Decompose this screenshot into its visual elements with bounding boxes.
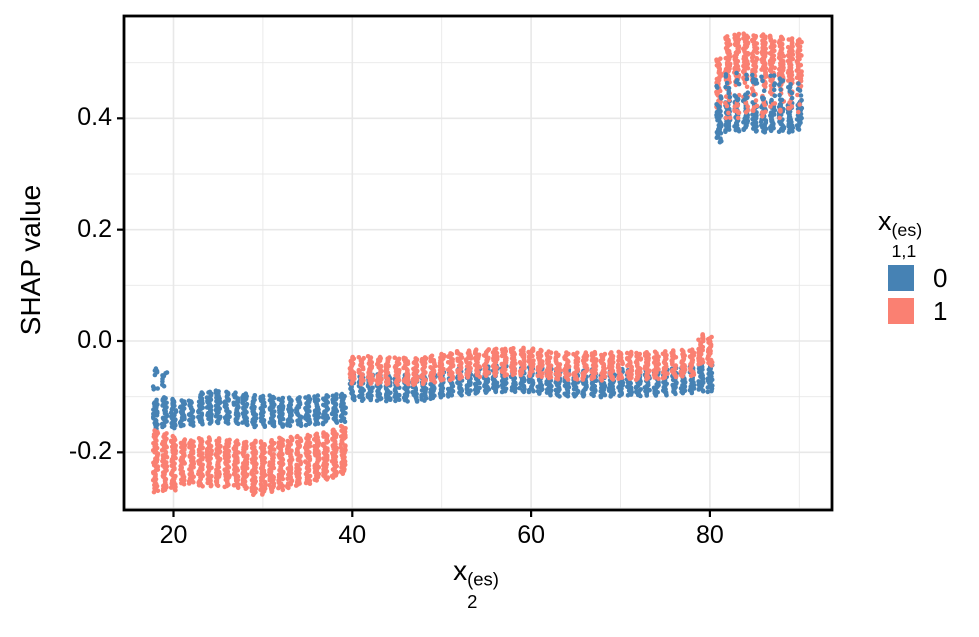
- y-axis-title: SHAP value: [15, 185, 47, 335]
- y-tick-label: -0.2: [68, 437, 112, 466]
- legend-title-sup: (es): [891, 219, 923, 240]
- legend-title-sub: 1,1: [891, 240, 917, 261]
- y-tick-label: 0.0: [77, 326, 112, 354]
- x-axis-title-sup: (es): [467, 569, 499, 591]
- legend-title-base: x: [878, 206, 892, 236]
- x-tick-label: 60: [517, 521, 545, 549]
- x-axis-title-scripts: (es) 2: [467, 569, 499, 612]
- legend-title-scripts: (es) 1,1: [891, 219, 923, 261]
- legend-swatch-salmon: [888, 298, 914, 324]
- y-axis-title-text: SHAP value: [15, 184, 46, 336]
- x-tick-label: 40: [338, 521, 367, 549]
- y-tick-label: 0.4: [77, 103, 112, 132]
- legend-swatch-blue: [888, 265, 914, 291]
- x-tick-label: 20: [159, 521, 188, 549]
- legend-title: x (es) 1,1: [878, 206, 922, 260]
- legend-label-0: 0: [933, 263, 948, 293]
- x-axis-title-base: x: [453, 554, 468, 586]
- x-tick-label: 80: [695, 521, 724, 549]
- legend-item-0: 0: [888, 265, 947, 291]
- legend-item-1: 1: [888, 298, 947, 324]
- x-axis-title: x (es) 2: [453, 555, 499, 611]
- legend-label-1: 1: [933, 296, 948, 326]
- y-tick-label: 0.2: [77, 214, 112, 243]
- x-axis-title-sub: 2: [467, 590, 478, 612]
